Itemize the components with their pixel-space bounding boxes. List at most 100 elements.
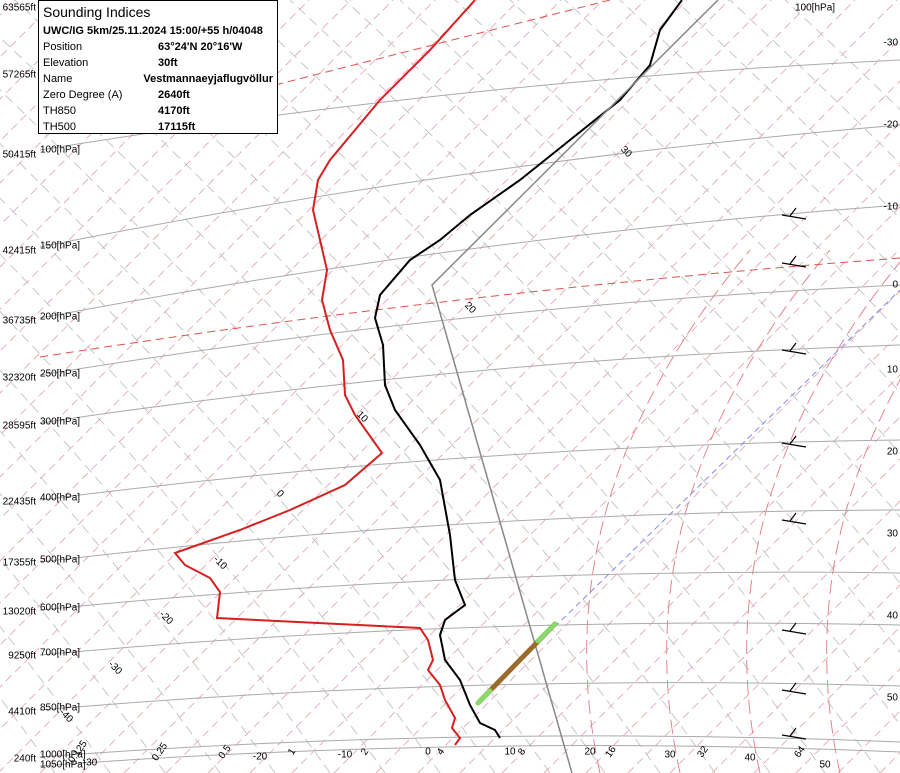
wind-barb-flag bbox=[789, 207, 797, 217]
dry-adiabat bbox=[0, 197, 496, 773]
wind-barb-flag bbox=[789, 512, 797, 522]
altitude-label: 63565ft bbox=[3, 3, 37, 14]
bottom-temp-label: -20 bbox=[253, 752, 268, 763]
isobar bbox=[39, 682, 900, 711]
isotherm bbox=[249, 122, 900, 773]
wind-barb bbox=[781, 689, 807, 695]
info-value: 17115ft bbox=[158, 121, 196, 133]
isotherm bbox=[711, 584, 900, 773]
right-temp-label: 50 bbox=[887, 693, 899, 704]
altitude-label: 9250ft bbox=[8, 651, 36, 662]
dry-adiabat bbox=[344, 0, 900, 584]
isotherm bbox=[0, 0, 142, 142]
info-label: Elevation bbox=[43, 57, 89, 69]
top-pressure-label: 100[hPa] bbox=[795, 3, 835, 14]
isotherm bbox=[459, 332, 900, 773]
wind-barb-flag bbox=[789, 727, 797, 737]
pressure-label: 600[hPa] bbox=[40, 603, 80, 614]
info-subtitle: UWC/IG 5km/25.11.2024 15:00/+55 h/04048 bbox=[43, 23, 273, 39]
isobar bbox=[39, 622, 900, 656]
altitude-label: 42415ft bbox=[3, 246, 37, 257]
temperature-profile bbox=[373, 0, 683, 739]
isotherm bbox=[0, 0, 562, 562]
bottom-temp-label: 40 bbox=[744, 753, 756, 764]
mixing-ratio-label: 2 bbox=[359, 746, 371, 757]
info-value: Vestmannaeyjaflugvöllur bbox=[143, 73, 273, 85]
isotherm bbox=[0, 0, 478, 478]
right-temp-label: 0 bbox=[892, 280, 898, 291]
cloud-layer-top bbox=[535, 621, 558, 644]
dry-adiabat bbox=[0, 310, 386, 773]
isotherm bbox=[81, 0, 856, 773]
wind-barb bbox=[781, 629, 807, 635]
info-label: Position bbox=[43, 41, 83, 53]
right-temp-label: -20 bbox=[884, 120, 899, 131]
isotherm bbox=[207, 80, 900, 773]
info-value: 2640ft bbox=[158, 89, 190, 101]
pressure-label: 100[hPa] bbox=[40, 145, 80, 156]
isotherm bbox=[333, 206, 900, 773]
info-value: 4170ft bbox=[158, 105, 190, 117]
isotherm bbox=[669, 542, 900, 773]
mixing-ratio-label: 16 bbox=[603, 744, 619, 760]
isotherm bbox=[0, 0, 688, 688]
pressure-label: 1000[hPa] bbox=[40, 750, 86, 761]
altitude-label: 50415ft bbox=[3, 150, 37, 161]
isotherm bbox=[0, 0, 772, 772]
info-row: TH500 17115ft bbox=[43, 119, 273, 135]
info-row: TH850 4170ft bbox=[43, 103, 273, 119]
wind-barb bbox=[781, 519, 807, 525]
isobar bbox=[39, 745, 900, 767]
right-temp-label: -10 bbox=[884, 202, 899, 213]
pressure-label: 400[hPa] bbox=[40, 493, 80, 504]
isobar bbox=[39, 509, 900, 563]
info-value: 63°24'N 20°16'W bbox=[158, 41, 243, 53]
labels: 63565ft 57265ft 50415ft 42415ft 36735ft 32320… bbox=[3, 3, 899, 771]
altitude-label: 36735ft bbox=[3, 316, 37, 327]
dry-adiabat bbox=[0, 625, 111, 773]
right-temp-label: 40 bbox=[887, 611, 899, 622]
wind-barb bbox=[781, 214, 807, 220]
right-temp-label: 30 bbox=[887, 529, 899, 540]
wind-barb-flag bbox=[789, 342, 797, 352]
altitude-label: 240ft bbox=[14, 754, 36, 765]
dry-adiabat bbox=[0, 558, 166, 773]
isotherm bbox=[627, 500, 900, 773]
info-label: Zero Degree (A) bbox=[43, 89, 123, 101]
altitude-label: 22435ft bbox=[3, 497, 37, 508]
dry-adiabat bbox=[0, 369, 331, 773]
moist-adiabat bbox=[826, 379, 900, 773]
dry-adiabat bbox=[784, 0, 900, 110]
dry-adiabat bbox=[564, 0, 900, 334]
wind-barb-flag bbox=[789, 682, 797, 692]
isotherm bbox=[543, 416, 900, 773]
moist-adiabat bbox=[746, 261, 900, 773]
isotherm bbox=[795, 668, 900, 773]
isobar bbox=[39, 571, 900, 611]
dry-adiabat bbox=[0, 143, 551, 773]
isotherm-label: 30 bbox=[618, 144, 634, 160]
info-rows: Position 63°24'N 20°16'W Elevation 30ft Name… bbox=[43, 39, 273, 135]
isotherm-label: 20 bbox=[462, 300, 478, 316]
isotherm bbox=[375, 248, 900, 773]
upper-freezing-line bbox=[274, 0, 611, 86]
info-row: Elevation 30ft bbox=[43, 55, 273, 71]
pressure-label: 150[hPa] bbox=[40, 241, 80, 252]
isobar bbox=[39, 204, 900, 319]
dry-adiabat bbox=[179, 0, 881, 773]
altitude-label: 13020ft bbox=[3, 607, 37, 618]
info-label: Name bbox=[43, 73, 73, 85]
info-title: Sounding Indices bbox=[43, 4, 151, 20]
bottom-temp-label: -10 bbox=[338, 750, 353, 761]
isobar bbox=[39, 284, 900, 376]
bottom-temp-label: 0 bbox=[425, 747, 431, 758]
isotherm bbox=[753, 626, 900, 773]
parcel-line bbox=[431, 0, 719, 773]
isotherm bbox=[501, 374, 900, 773]
dry-adiabat bbox=[454, 0, 900, 455]
isotherm bbox=[0, 0, 730, 730]
info-row: Zero Degree (A) 2640ft bbox=[43, 87, 273, 103]
pressure-label: 700[hPa] bbox=[40, 648, 80, 659]
pressure-label: 200[hPa] bbox=[40, 312, 80, 323]
